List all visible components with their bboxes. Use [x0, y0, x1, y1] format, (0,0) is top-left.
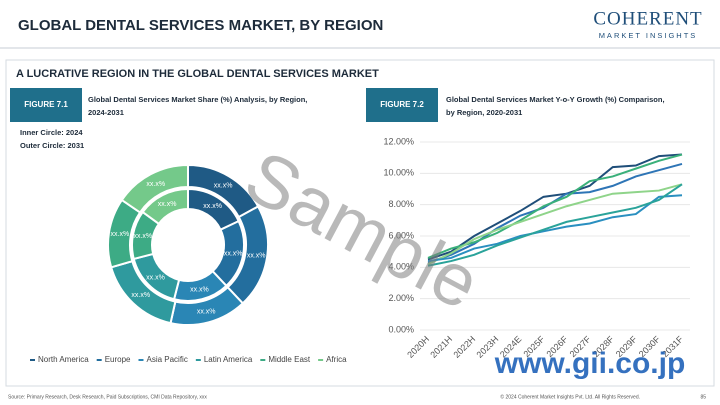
figure-label: FIGURE 7.2 — [380, 100, 424, 109]
series-line — [427, 194, 683, 263]
segment-label: xx.x% — [158, 201, 177, 208]
page-number: 85 — [700, 394, 706, 400]
series-line — [427, 153, 683, 261]
segment-label: xx.x% — [146, 274, 165, 281]
y-tick-label: 2.00% — [388, 293, 414, 303]
segment-label: xx.x% — [247, 253, 266, 260]
donut-segment — [120, 163, 189, 214]
series-line — [427, 183, 683, 266]
donut-segment — [141, 187, 189, 226]
footer-copyright: © 2024 Coherent Market Insights Pvt. Ltd… — [500, 393, 640, 400]
footer-source: Source: Primary Research, Desk Research,… — [8, 394, 207, 400]
legend-label: Africa — [326, 355, 347, 364]
segment-label: xx.x% — [111, 231, 130, 238]
segment-label: xx.x% — [224, 250, 243, 257]
segment-label: xx.x% — [203, 203, 222, 210]
segment-label: xx.x% — [197, 308, 216, 315]
series-line — [427, 153, 683, 259]
legend-label: Asia Pacific — [146, 355, 187, 364]
legend-label: Middle East — [268, 355, 311, 364]
ring-note: Outer Circle: 2031 — [20, 141, 84, 150]
section-frame — [5, 59, 715, 387]
page-title: GLOBAL DENTAL SERVICES MARKET, BY REGION — [18, 17, 383, 34]
figure-badge — [10, 88, 82, 122]
figure-label: FIGURE 7.1 — [24, 100, 68, 109]
legend-label: Europe — [105, 355, 131, 364]
legend-label: North America — [38, 355, 89, 364]
y-tick-label: 10.00% — [383, 168, 414, 178]
segment-label: xx.x% — [214, 182, 233, 189]
y-tick-label: 12.00% — [383, 136, 414, 146]
ring-note: Inner Circle: 2024 — [20, 128, 83, 137]
figure-title: by Region, 2020-2031 — [446, 108, 522, 117]
segment-label: xx.x% — [131, 292, 150, 299]
figure-badge — [366, 88, 438, 122]
section-title: A LUCRATIVE REGION IN THE GLOBAL DENTAL … — [16, 68, 379, 80]
y-tick-label: 6.00% — [388, 230, 414, 240]
segment-label: xx.x% — [190, 286, 209, 293]
segment-label: xx.x% — [146, 181, 165, 188]
segment-label: xx.x% — [133, 233, 152, 240]
series-line — [427, 183, 683, 267]
figure-title: 2024-2031 — [88, 108, 124, 117]
logo-sub: MARKET INSIGHTS — [599, 31, 698, 40]
y-tick-label: 4.00% — [388, 262, 414, 272]
header-rule — [0, 47, 720, 49]
figure-title: Global Dental Services Market Share (%) … — [88, 95, 307, 104]
figure-title: Global Dental Services Market Y-o-Y Grow… — [446, 95, 665, 104]
y-tick-label: 8.00% — [388, 199, 414, 209]
y-tick-label: 0.00% — [388, 324, 414, 334]
legend-label: Latin America — [204, 355, 253, 364]
watermark-url: www.gii.co.jp — [494, 347, 686, 380]
logo-main: COHERENT — [593, 8, 702, 29]
